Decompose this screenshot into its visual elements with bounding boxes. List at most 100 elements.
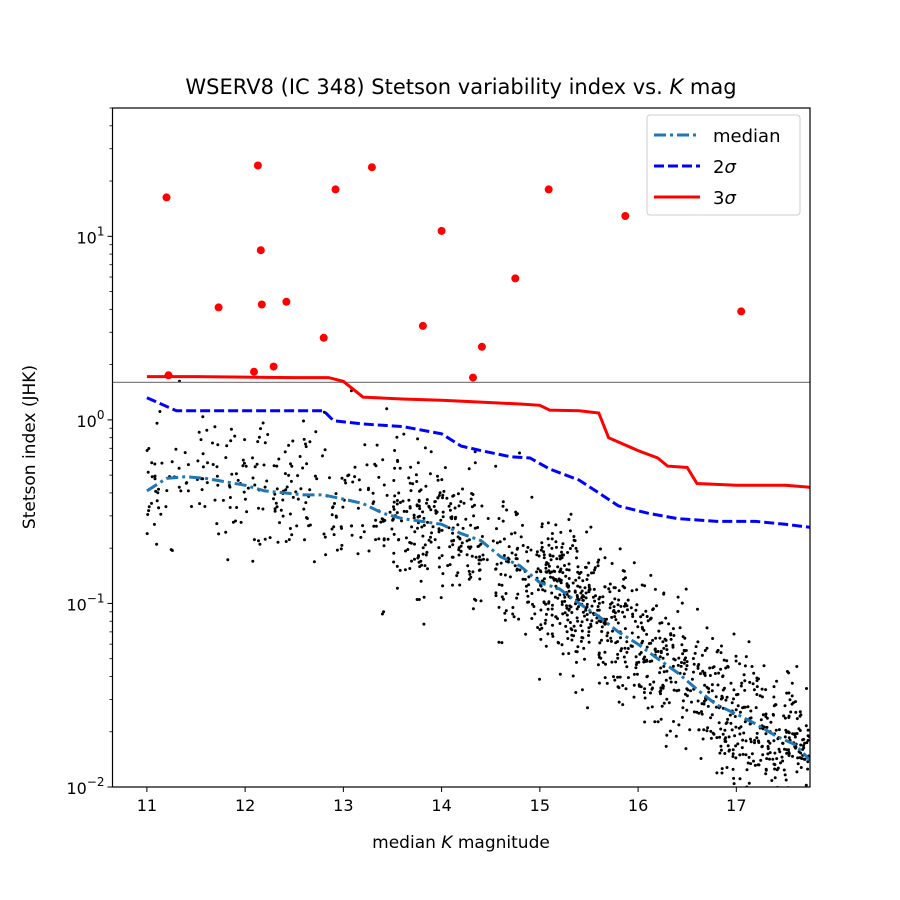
field-star-point [806, 760, 810, 764]
variable-star-point [257, 300, 266, 309]
field-star-point [513, 531, 517, 535]
field-star-point [547, 564, 551, 568]
field-star-point [521, 523, 524, 527]
field-star-point [332, 525, 336, 529]
field-star-point [536, 588, 540, 592]
field-star-point [610, 660, 614, 664]
field-star-point [283, 450, 287, 454]
field-star-point [768, 741, 772, 745]
field-star-point [567, 652, 571, 655]
field-star-point [619, 649, 623, 653]
field-star-point [589, 525, 593, 529]
field-star-point [597, 655, 601, 659]
field-star-point [547, 543, 551, 547]
field-star-point [405, 510, 409, 513]
field-star-point [598, 595, 602, 599]
field-star-point [643, 696, 647, 700]
field-star-point [411, 482, 415, 486]
field-star-point [497, 517, 501, 520]
field-star-point [651, 608, 655, 612]
field-star-point [702, 672, 706, 676]
field-star-point [702, 699, 706, 703]
field-star-point [150, 461, 154, 465]
field-star-point [760, 744, 764, 748]
field-star-point [649, 641, 653, 645]
field-star-point [243, 438, 247, 442]
field-star-point [395, 499, 399, 502]
field-star-point [778, 750, 782, 754]
field-star-point [539, 583, 542, 587]
field-star-point [658, 671, 662, 675]
field-star-point [381, 458, 385, 462]
field-star-point [426, 520, 429, 524]
field-star-point [787, 731, 791, 735]
field-star-point [554, 540, 558, 544]
field-star-point [256, 440, 260, 444]
field-star-point [742, 673, 746, 677]
field-star-point [416, 515, 420, 519]
field-star-point [581, 598, 585, 602]
field-star-point [441, 493, 445, 497]
field-star-point [777, 747, 781, 751]
field-star-point [661, 640, 665, 644]
field-star-point [374, 524, 378, 528]
field-star-point [497, 583, 501, 587]
field-star-point [477, 562, 481, 566]
field-star-point [234, 472, 238, 476]
field-star-point [313, 474, 317, 478]
field-star-point [287, 538, 291, 542]
field-star-point [401, 499, 405, 503]
field-star-point [691, 657, 695, 660]
field-star-point [584, 591, 588, 595]
field-star-point [730, 701, 734, 705]
field-star-point [244, 464, 248, 468]
field-star-point [720, 694, 724, 698]
field-star-point [766, 745, 770, 748]
field-star-point [603, 676, 607, 680]
field-star-point [643, 655, 647, 659]
field-star-point [551, 554, 555, 558]
field-star-point [146, 470, 150, 474]
field-star-point [742, 731, 746, 735]
field-star-point [766, 752, 770, 756]
field-star-point [395, 586, 399, 590]
field-star-point [570, 628, 574, 632]
field-star-point [299, 487, 303, 491]
plot-frame [111, 107, 811, 788]
field-star-point [469, 523, 473, 527]
field-star-point [605, 681, 609, 685]
field-star-point [495, 562, 499, 566]
field-star-point [787, 691, 791, 695]
field-star-point [583, 614, 586, 618]
field-star-point [614, 641, 618, 645]
field-star-point [575, 549, 579, 553]
field-star-point [263, 537, 267, 541]
field-star-point [560, 545, 564, 549]
variable-star-point [256, 246, 265, 255]
field-star-point [515, 547, 519, 551]
field-star-point [679, 664, 683, 668]
field-star-point [718, 751, 722, 755]
field-star-point [576, 565, 580, 569]
field-star-point [551, 603, 554, 607]
field-star-point [465, 539, 469, 543]
field-star-point [730, 728, 734, 732]
field-star-point [410, 525, 414, 529]
field-star-point [287, 443, 291, 447]
field-star-point [565, 604, 568, 608]
field-star-point [351, 480, 355, 484]
field-star-point [602, 621, 606, 625]
field-star-point [566, 637, 570, 640]
field-star-point [502, 554, 506, 557]
field-star-point [479, 558, 483, 562]
field-star-point [564, 624, 568, 628]
field-star-point [717, 671, 721, 675]
field-star-point [777, 728, 781, 732]
field-star-point [773, 776, 777, 780]
field-star-point [785, 670, 789, 673]
variable-star-point [367, 163, 376, 172]
field-star-point [255, 462, 259, 466]
variable-star-point [469, 373, 477, 382]
field-star-point [448, 545, 452, 549]
field-star-point [408, 541, 412, 544]
